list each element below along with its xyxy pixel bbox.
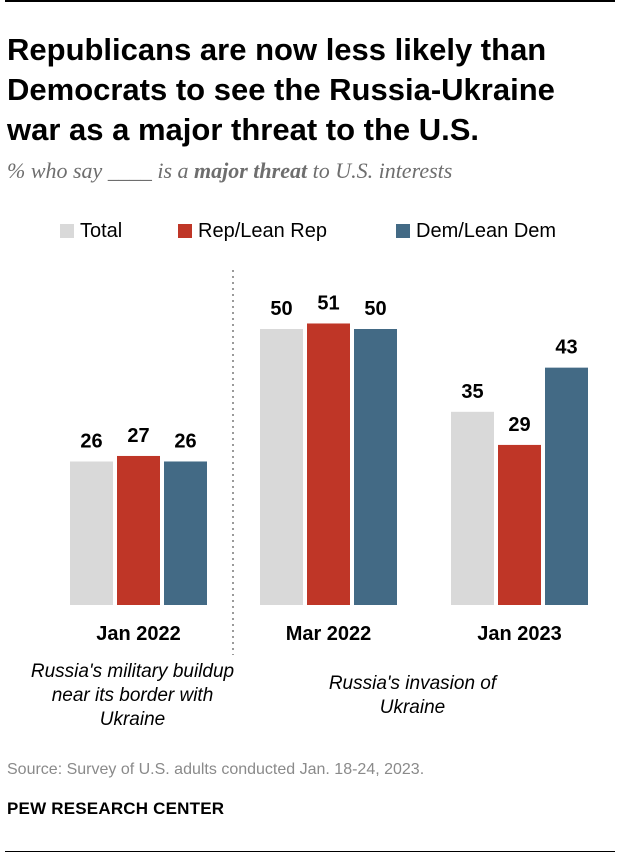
bar-chart: 26 27 26 Jan 2022 50 51 50 Mar 2022 35 29 43 Jan 20…	[70, 270, 588, 655]
legend-item-total: Total	[60, 219, 122, 243]
bar-total-jan-2022	[70, 461, 113, 605]
category-label-jan-2023: Jan 2023	[477, 623, 562, 645]
legend-swatch-dem	[396, 224, 410, 238]
value-label-rep-jan-2022: 27	[127, 425, 149, 447]
category-label-mar-2022: Mar 2022	[286, 623, 372, 645]
legend-swatch-rep	[178, 224, 192, 238]
chart-title: Republicans are now less likely than Dem…	[7, 32, 555, 147]
bar-dem-jan-2022	[164, 461, 207, 605]
bar-dem-mar-2022	[354, 329, 397, 605]
legend-label-dem: Dem/Lean Dem	[416, 219, 557, 242]
legend-label-rep: Rep/Lean Rep	[198, 219, 327, 242]
value-label-dem-mar-2022: 50	[364, 298, 386, 320]
top-rule	[5, 0, 615, 2]
value-label-dem-jan-2023: 43	[555, 337, 577, 359]
value-label-rep-jan-2023: 29	[508, 414, 530, 436]
bottom-rule	[5, 851, 615, 852]
value-label-total-mar-2022: 50	[270, 298, 292, 320]
legend-item-dem: Dem/Lean Dem	[396, 219, 556, 243]
value-label-total-jan-2022: 26	[80, 430, 102, 452]
bar-total-jan-2023	[451, 411, 494, 605]
value-label-dem-jan-2022: 26	[174, 430, 196, 452]
bar-dem-jan-2023	[545, 367, 588, 605]
category-label-jan-2022: Jan 2022	[96, 623, 181, 645]
value-label-rep-mar-2022: 51	[317, 292, 339, 314]
bar-rep-mar-2022	[307, 323, 350, 605]
caption-buildup: Russia's military buildup near its borde…	[30, 661, 235, 730]
bar-total-mar-2022	[260, 329, 303, 605]
subtitle-suffix: to U.S. interests	[307, 158, 453, 183]
legend-item-rep: Rep/Lean Rep	[178, 219, 327, 243]
value-label-total-jan-2023: 35	[461, 381, 483, 403]
bar-rep-jan-2023	[498, 444, 541, 605]
legend-label-total: Total	[80, 219, 123, 242]
subtitle-prefix: % who say ____ is a	[7, 158, 194, 183]
caption-invasion: Russia's invasion of Ukraine	[328, 673, 497, 718]
bar-rep-jan-2022	[117, 455, 160, 605]
legend-swatch-total	[60, 224, 74, 238]
source-note: Source: Survey of U.S. adults conducted …	[7, 761, 425, 778]
chart-subtitle: % who say ____ is a major threat to U.S.…	[7, 158, 607, 184]
subtitle-emphasis: major threat	[194, 158, 308, 183]
organization-name: PEW RESEARCH CENTER	[7, 799, 225, 818]
legend: Total Rep/Lean Rep Dem/Lean Dem	[0, 219, 620, 245]
